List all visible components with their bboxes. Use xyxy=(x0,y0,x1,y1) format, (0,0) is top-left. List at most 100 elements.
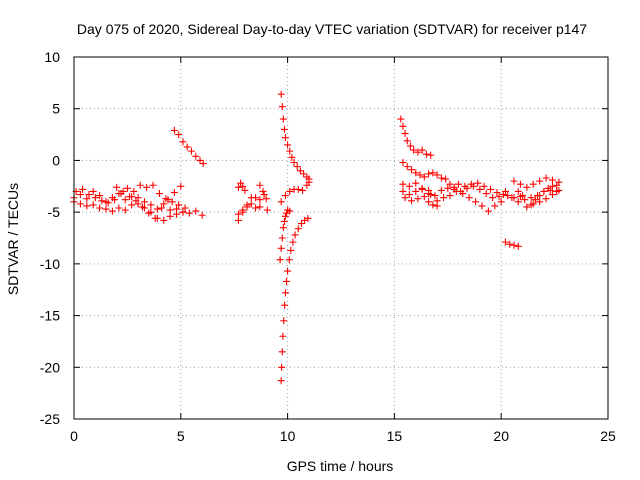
data-point xyxy=(510,194,518,202)
series-track-k xyxy=(277,214,312,385)
data-point xyxy=(412,169,420,177)
data-point xyxy=(399,180,407,188)
data-point xyxy=(548,176,556,184)
data-point xyxy=(501,238,509,246)
data-point xyxy=(536,177,544,185)
series-track-l xyxy=(276,206,294,264)
data-point xyxy=(425,198,433,206)
x-tick-label: 20 xyxy=(493,428,509,444)
data-point xyxy=(429,169,437,177)
data-point xyxy=(262,195,270,203)
data-point xyxy=(555,186,563,194)
data-point xyxy=(192,152,200,160)
data-point xyxy=(185,209,193,217)
data-point xyxy=(170,126,178,134)
plot-frame xyxy=(73,56,609,420)
x-tick-label: 10 xyxy=(280,428,296,444)
data-point xyxy=(234,216,242,224)
data-point xyxy=(553,181,561,189)
y-tick-label: 0 xyxy=(52,152,60,168)
data-point xyxy=(418,146,426,154)
data-point xyxy=(138,203,146,211)
data-point xyxy=(277,90,285,98)
data-point xyxy=(108,207,116,215)
data-point xyxy=(414,148,422,156)
data-point xyxy=(256,203,264,211)
data-point xyxy=(452,187,460,195)
data-point xyxy=(181,204,189,212)
data-point xyxy=(285,256,293,264)
data-point xyxy=(173,210,181,218)
data-point xyxy=(540,187,548,195)
data-point xyxy=(297,220,305,228)
data-point xyxy=(85,191,93,199)
data-point xyxy=(198,211,206,219)
data-point xyxy=(166,206,174,214)
data-point xyxy=(234,183,242,191)
series-track-t xyxy=(454,179,507,199)
data-point xyxy=(89,201,97,209)
data-point xyxy=(403,163,411,171)
data-point xyxy=(296,167,304,175)
data-point xyxy=(407,197,415,205)
data-point xyxy=(260,191,268,199)
data-point xyxy=(155,190,163,198)
y-tick-label: -20 xyxy=(40,359,60,375)
data-point xyxy=(399,122,407,130)
y-axis-label: SDTVAR / TECUs xyxy=(5,183,21,295)
data-point xyxy=(476,185,484,193)
data-point xyxy=(96,204,104,212)
data-point xyxy=(175,131,183,139)
data-point xyxy=(278,363,286,371)
data-point xyxy=(467,180,475,188)
data-point xyxy=(288,153,296,161)
data-point xyxy=(491,202,499,210)
data-point xyxy=(304,214,312,222)
data-point xyxy=(281,192,289,200)
data-point xyxy=(284,267,292,275)
data-point xyxy=(170,188,178,196)
data-point xyxy=(145,209,153,217)
data-point xyxy=(529,200,537,208)
data-point xyxy=(418,184,426,192)
data-point xyxy=(279,332,287,340)
data-point xyxy=(407,166,415,174)
y-tick-label: -10 xyxy=(40,256,60,272)
data-point xyxy=(299,186,307,194)
series-track-h xyxy=(234,179,249,194)
data-point xyxy=(147,201,155,209)
data-point xyxy=(289,238,297,246)
series-track-u xyxy=(510,174,563,191)
data-point xyxy=(239,206,247,214)
data-point xyxy=(444,184,452,192)
data-point xyxy=(291,231,299,239)
data-point xyxy=(521,196,529,204)
x-tick-label: 15 xyxy=(387,428,403,444)
y-tick-label: 10 xyxy=(44,49,60,65)
data-point xyxy=(119,187,127,195)
series-track-d xyxy=(113,182,185,222)
x-tick-label: 0 xyxy=(70,428,78,444)
series-track-m xyxy=(277,178,313,206)
data-point xyxy=(294,225,302,233)
series-track-j xyxy=(277,90,313,183)
data-point xyxy=(121,196,129,204)
data-point xyxy=(136,181,144,189)
data-point xyxy=(283,277,291,285)
data-point xyxy=(536,198,544,206)
data-point xyxy=(401,130,409,138)
data-point xyxy=(149,181,157,189)
data-point xyxy=(465,194,473,202)
data-point xyxy=(548,182,556,190)
y-tick-label: -15 xyxy=(40,308,60,324)
data-point xyxy=(412,179,420,187)
data-point xyxy=(427,151,435,159)
data-point xyxy=(166,212,174,220)
data-point xyxy=(164,196,172,204)
data-point xyxy=(89,187,97,195)
data-point xyxy=(243,203,251,211)
data-point xyxy=(115,204,123,212)
data-point xyxy=(280,125,288,133)
y-tick-label: -5 xyxy=(48,204,61,220)
series-track-x xyxy=(501,238,522,250)
